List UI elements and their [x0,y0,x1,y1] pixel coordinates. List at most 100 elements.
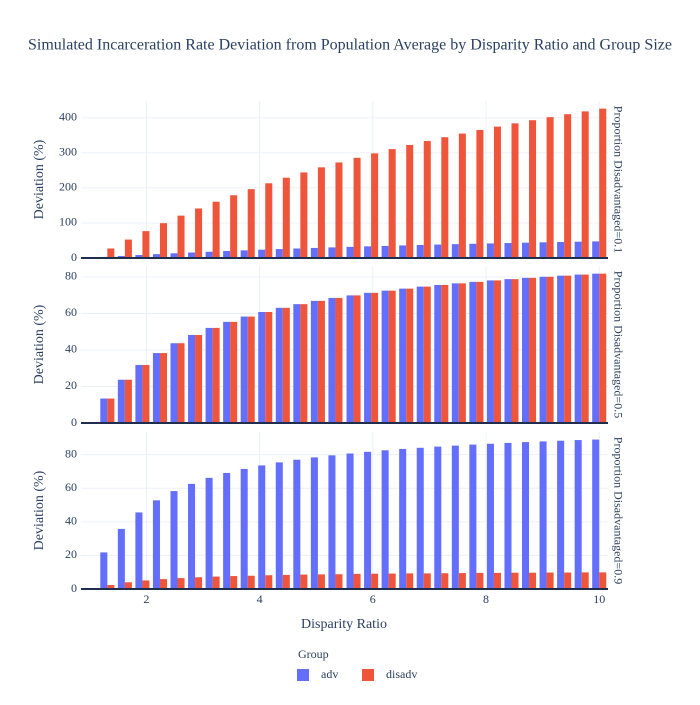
bar [107,584,115,589]
x-tick-label: 4 [257,592,263,606]
bar [511,123,519,258]
y-tick-label: 40 [65,342,77,356]
bar [441,573,449,589]
y-tick-label: 60 [65,305,77,319]
y-axis-title: Deviation (%) [32,304,47,384]
facet-label: Proportion Disadvantaged=0.1 [611,106,625,253]
y-axis-title: Deviation (%) [32,470,47,550]
bar [574,274,582,423]
bar [493,572,501,589]
bar [293,248,301,258]
bar [195,577,203,589]
bar [381,450,389,589]
bar [364,292,372,423]
bar [240,316,248,423]
bar [557,440,565,589]
bar [441,284,449,423]
bar [135,255,143,258]
bar [406,144,414,258]
bar [423,573,431,589]
x-tick-label: 8 [483,592,489,606]
y-tick-label: 300 [59,145,77,159]
bar [476,572,484,589]
bar [230,321,238,423]
bar [486,280,494,423]
bar [135,364,143,423]
bar [441,137,449,258]
bar [399,448,407,589]
bar [423,141,431,258]
bar [416,447,424,589]
bar [152,353,160,423]
bar [247,316,255,423]
bar [451,244,459,258]
bar [152,254,160,258]
bar [107,248,115,258]
y-tick-label: 80 [65,269,77,283]
bar [124,239,132,258]
bar [247,575,255,589]
bar [399,288,407,423]
bar [451,283,459,423]
bar [247,189,255,258]
bar [170,491,178,589]
y-tick-label: 80 [65,446,77,460]
bar [335,297,343,423]
bar [212,327,220,423]
bar [159,223,167,258]
bar [599,572,607,589]
y-tick-label: 40 [65,514,77,528]
bar [293,459,301,589]
bar [388,290,396,423]
bar [564,275,572,423]
bar [188,483,196,589]
chart-title: Simulated Incarceration Rate Deviation f… [28,37,672,54]
bar [458,283,466,423]
bar [240,250,248,258]
bar [195,335,203,423]
bar [159,353,167,423]
bar [170,343,178,423]
bar [275,307,283,423]
bar [188,252,196,258]
bar [381,290,389,423]
bar [522,277,530,423]
bar [458,133,466,258]
bar [451,445,459,589]
bar [124,582,132,589]
bar [177,215,185,258]
bar [592,273,600,423]
bar [275,249,283,258]
bar [371,153,379,258]
bar [317,300,325,423]
bar [346,453,354,589]
x-axis-title: Disparity Ratio [301,617,387,632]
bar [223,472,231,589]
bar [258,249,266,258]
bar [205,327,213,423]
bar [381,245,389,258]
bar [310,457,318,589]
bar [522,442,530,589]
bar [371,292,379,423]
bar [581,111,589,258]
bar [364,451,372,589]
bar [592,241,600,258]
bar [434,284,442,423]
bar [317,167,325,258]
y-tick-label: 400 [59,110,77,124]
bar [159,579,167,589]
bar [581,572,589,589]
bar [522,242,530,258]
bar [529,277,537,423]
bar [346,295,354,423]
bar [317,574,325,589]
bar [205,251,213,258]
bar [230,576,238,589]
bar [310,247,318,258]
y-tick-label: 60 [65,480,77,494]
bar [581,274,589,423]
bar [117,379,125,423]
y-tick-label: 0 [71,581,77,595]
bar [564,572,572,589]
